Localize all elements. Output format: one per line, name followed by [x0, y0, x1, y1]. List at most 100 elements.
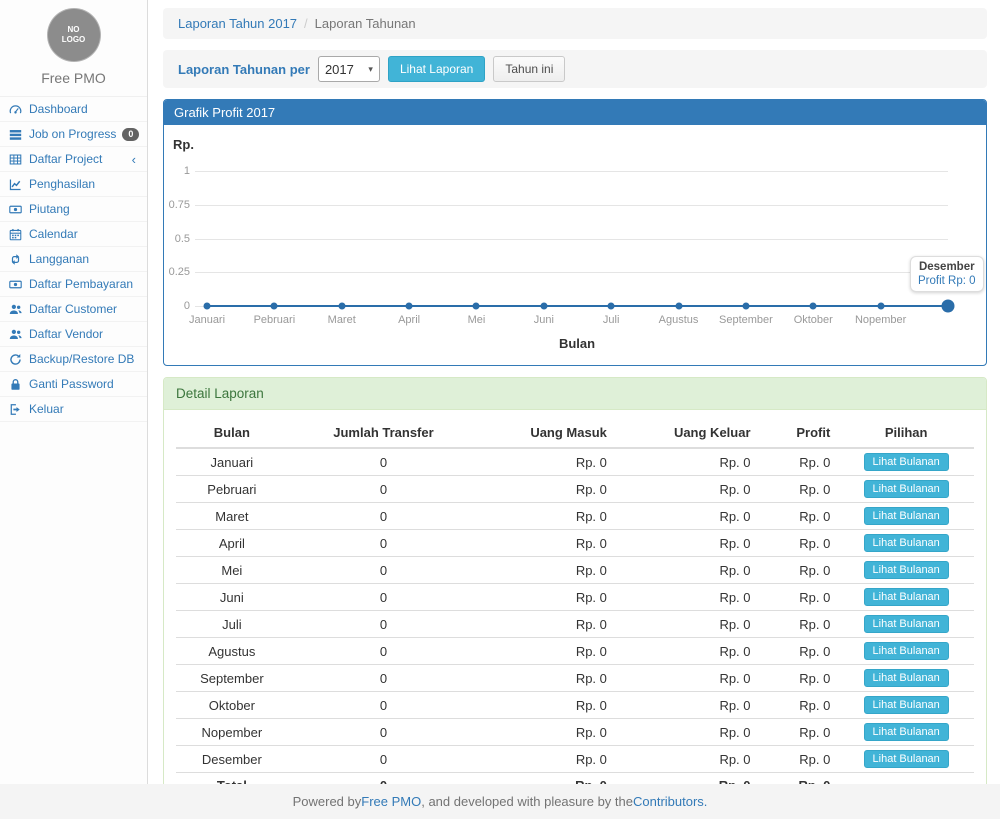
sidebar-item-job-on-progress[interactable]: Job on Progress0 [0, 122, 147, 147]
lihat-bulanan-button[interactable]: Lihat Bulanan [864, 534, 949, 552]
cell-pilihan: Lihat Bulanan [838, 665, 974, 692]
sidebar-item-label: Langganan [29, 252, 89, 266]
column-header-profit: Profit [759, 418, 839, 448]
chart-x-tick-label: Pebruari [254, 314, 296, 326]
total-jumlah-transfer: 0 [288, 773, 480, 785]
lihat-bulanan-button[interactable]: Lihat Bulanan [864, 480, 949, 498]
report-row-mei: Mei0Rp. 0Rp. 0Rp. 0Lihat Bulanan [176, 557, 974, 584]
report-panel-title: Detail Laporan [164, 378, 986, 410]
sidebar-item-label: Ganti Password [29, 377, 114, 391]
cell-profit: Rp. 0 [759, 448, 839, 476]
chart-point-nopember[interactable] [877, 303, 884, 310]
cell-uang-keluar: Rp. 0 [615, 557, 759, 584]
cell-profit: Rp. 0 [759, 530, 839, 557]
sidebar-item-langganan[interactable]: Langganan [0, 247, 147, 272]
refresh-icon [9, 353, 23, 366]
lihat-bulanan-button[interactable]: Lihat Bulanan [864, 588, 949, 606]
lihat-laporan-button[interactable]: Lihat Laporan [388, 56, 485, 82]
sidebar-item-ganti-password[interactable]: Ganti Password [0, 372, 147, 397]
money-icon [9, 278, 23, 291]
cell-uang-masuk: Rp. 0 [479, 584, 615, 611]
sidebar-item-calendar[interactable]: Calendar [0, 222, 147, 247]
cell-bulan: Agustus [176, 638, 288, 665]
sidebar-item-label: Daftar Pembayaran [29, 277, 133, 291]
sidebar-item-daftar-project[interactable]: Daftar Project‹ [0, 147, 147, 172]
table-total-row: Total 0 Rp. 0 Rp. 0 Rp. 0 [176, 773, 974, 785]
chart-point-september[interactable] [742, 303, 749, 310]
cell-jumlah-transfer: 0 [288, 503, 480, 530]
report-table: Bulan Jumlah Transfer Uang Masuk Uang Ke… [176, 418, 974, 784]
cell-uang-keluar: Rp. 0 [615, 719, 759, 746]
cell-pilihan: Lihat Bulanan [838, 448, 974, 476]
sidebar-item-daftar-customer[interactable]: Daftar Customer [0, 297, 147, 322]
tahun-ini-button[interactable]: Tahun ini [493, 56, 565, 82]
filter-label: Laporan Tahunan per [178, 62, 310, 77]
cell-jumlah-transfer: 0 [288, 557, 480, 584]
cell-uang-keluar: Rp. 0 [615, 746, 759, 773]
sidebar-item-keluar[interactable]: Keluar [0, 397, 147, 422]
cell-bulan: Nopember [176, 719, 288, 746]
cell-uang-keluar: Rp. 0 [615, 530, 759, 557]
column-header-jumlah-transfer: Jumlah Transfer [288, 418, 480, 448]
chart-x-tick-label: Oktober [794, 314, 833, 326]
report-filter-bar: Laporan Tahunan per 2017 ▾ Lihat Laporan… [163, 50, 987, 88]
tasks-icon [9, 128, 23, 141]
lihat-bulanan-button[interactable]: Lihat Bulanan [864, 642, 949, 660]
money-icon [9, 203, 23, 216]
cell-pilihan: Lihat Bulanan [838, 638, 974, 665]
chart-point-april[interactable] [406, 303, 413, 310]
chart-point-maret[interactable] [338, 303, 345, 310]
sidebar-item-piutang[interactable]: Piutang [0, 197, 147, 222]
lock-icon [9, 378, 23, 391]
page-footer: Powered by Free PMO , and developed with… [0, 784, 1000, 819]
cell-jumlah-transfer: 0 [288, 665, 480, 692]
breadcrumb: Laporan Tahun 2017/Laporan Tahunan [163, 8, 987, 39]
year-select[interactable]: 2017 ▾ [318, 56, 380, 82]
lihat-bulanan-button[interactable]: Lihat Bulanan [864, 453, 949, 471]
logo-area: NO LOGO Free PMO [0, 0, 147, 96]
retweet-icon [9, 253, 23, 266]
chart-point-agustus[interactable] [675, 303, 682, 310]
sidebar-item-backup-restore-db[interactable]: Backup/Restore DB [0, 347, 147, 372]
chart-point-pebruari[interactable] [271, 303, 278, 310]
cell-profit: Rp. 0 [759, 719, 839, 746]
sidebar-item-label: Dashboard [29, 102, 88, 116]
lihat-bulanan-button[interactable]: Lihat Bulanan [864, 750, 949, 768]
cell-uang-masuk: Rp. 0 [479, 476, 615, 503]
column-header-uang-keluar: Uang Keluar [615, 418, 759, 448]
contributors-link[interactable]: Contributors. [633, 794, 707, 809]
chart-gridline [195, 205, 948, 206]
lihat-bulanan-button[interactable]: Lihat Bulanan [864, 723, 949, 741]
cell-profit: Rp. 0 [759, 746, 839, 773]
lihat-bulanan-button[interactable]: Lihat Bulanan [864, 696, 949, 714]
lihat-bulanan-button[interactable]: Lihat Bulanan [864, 615, 949, 633]
chart-point-januari[interactable] [204, 303, 211, 310]
lihat-bulanan-button[interactable]: Lihat Bulanan [864, 561, 949, 579]
cell-pilihan: Lihat Bulanan [838, 719, 974, 746]
breadcrumb-link-laporan-tahun[interactable]: Laporan Tahun 2017 [178, 16, 297, 31]
column-header-pilihan: Pilihan [838, 418, 974, 448]
chart-y-tick-label: 0 [164, 300, 190, 312]
sidebar-item-daftar-pembayaran[interactable]: Daftar Pembayaran [0, 272, 147, 297]
sidebar-item-label: Calendar [29, 227, 78, 241]
cell-uang-masuk: Rp. 0 [479, 530, 615, 557]
cell-uang-keluar: Rp. 0 [615, 638, 759, 665]
chart-x-tick-label: Agustus [659, 314, 699, 326]
sidebar-item-daftar-vendor[interactable]: Daftar Vendor [0, 322, 147, 347]
total-empty-cell [838, 773, 974, 785]
lihat-bulanan-button[interactable]: Lihat Bulanan [864, 507, 949, 525]
cell-jumlah-transfer: 0 [288, 476, 480, 503]
chart-point-desember[interactable] [942, 300, 955, 313]
chart-point-juli[interactable] [608, 303, 615, 310]
lihat-bulanan-button[interactable]: Lihat Bulanan [864, 669, 949, 687]
chart-point-juni[interactable] [540, 303, 547, 310]
cell-jumlah-transfer: 0 [288, 692, 480, 719]
sidebar-item-penghasilan[interactable]: Penghasilan [0, 172, 147, 197]
chart-point-oktober[interactable] [810, 303, 817, 310]
cell-bulan: Desember [176, 746, 288, 773]
sidebar-item-label: Daftar Customer [29, 302, 117, 316]
sidebar-item-dashboard[interactable]: Dashboard [0, 97, 147, 122]
calendar-icon [9, 228, 23, 241]
free-pmo-link[interactable]: Free PMO [361, 794, 421, 809]
chart-point-mei[interactable] [473, 303, 480, 310]
